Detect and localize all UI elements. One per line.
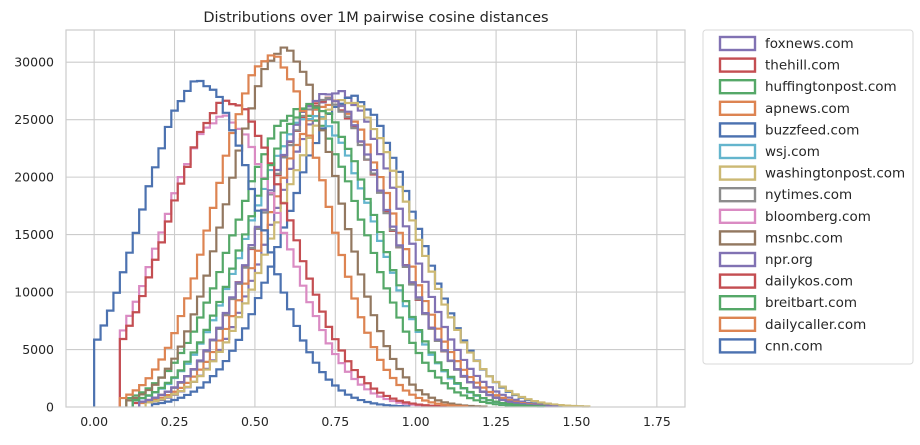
series-cnn-com	[93, 79, 411, 408]
y-tick-label: 10000	[14, 285, 54, 300]
x-tick-label: 1.00	[402, 414, 430, 429]
legend-swatch	[718, 165, 757, 181]
legend-swatch	[718, 273, 757, 289]
x-tick-label: 1.25	[482, 414, 510, 429]
legend-label: breitbart.com	[765, 295, 857, 311]
x-tick-label: 0.25	[161, 414, 189, 429]
legend-swatch	[718, 57, 757, 73]
legend-label: buzzfeed.com	[765, 122, 859, 138]
legend: foxnews.com thehill.com huffingtonpost.com…	[702, 29, 914, 365]
legend-label: wsj.com	[765, 144, 820, 160]
chart-title: Distributions over 1M pairwise cosine di…	[203, 10, 548, 26]
legend-label: apnews.com	[765, 101, 850, 117]
legend-swatch	[718, 295, 757, 311]
legend-label: washingtonpost.com	[765, 166, 905, 182]
legend-swatch	[718, 208, 757, 225]
legend-label: foxnews.com	[765, 36, 854, 52]
plot-area	[65, 29, 686, 408]
series-dailykos-com	[118, 99, 449, 408]
plot-frame	[66, 30, 685, 407]
legend-label: thehill.com	[765, 58, 840, 74]
series-msnbc-com	[125, 46, 488, 408]
x-tick-label: 1.75	[643, 414, 671, 429]
series-dailycaller-com	[118, 54, 469, 408]
x-tick-label: 1.50	[563, 414, 591, 429]
y-tick-label: 20000	[14, 170, 54, 185]
x-axis: 0.00 0.25 0.50 0.75 1.00 1.25 1.50 1.75	[80, 414, 671, 429]
legend-swatch	[718, 100, 757, 117]
x-tick-label: 0.75	[321, 414, 349, 429]
series-breitbart-com	[131, 102, 546, 408]
x-tick-label: 0.00	[80, 414, 108, 429]
legend-swatch	[718, 316, 757, 332]
plot-border	[65, 29, 686, 408]
y-tick-label: 5000	[22, 342, 54, 357]
legend-swatch	[718, 78, 757, 95]
legend-label: msnbc.com	[765, 230, 843, 246]
y-tick-label: 30000	[14, 55, 54, 70]
x-tick-label: 0.50	[241, 414, 269, 429]
legend-label: bloomberg.com	[765, 209, 871, 225]
legend-label: npr.org	[765, 252, 813, 268]
legend-swatch	[718, 186, 757, 203]
y-tick-label: 15000	[14, 227, 54, 242]
legend-swatch	[718, 122, 757, 138]
legend-label: nytimes.com	[765, 187, 852, 203]
series-layer	[93, 46, 591, 408]
legend-label: huffingtonpost.com	[765, 79, 897, 95]
y-tick-label: 0	[46, 400, 54, 415]
legend-swatch	[718, 143, 757, 160]
legend-label: dailykos.com	[765, 274, 853, 290]
legend-swatch	[718, 230, 757, 246]
y-axis: 0 5000 10000 15000 20000 25000 30000	[14, 55, 54, 415]
legend-swatch	[718, 251, 757, 268]
series-npr-org	[138, 92, 559, 408]
y-tick-label: 25000	[14, 112, 54, 127]
legend-swatch	[718, 338, 757, 354]
legend-label: cnn.com	[765, 338, 823, 354]
series-washingtonpost-com	[144, 99, 591, 408]
legend-swatch	[718, 35, 757, 52]
legend-label: dailycaller.com	[765, 317, 866, 333]
